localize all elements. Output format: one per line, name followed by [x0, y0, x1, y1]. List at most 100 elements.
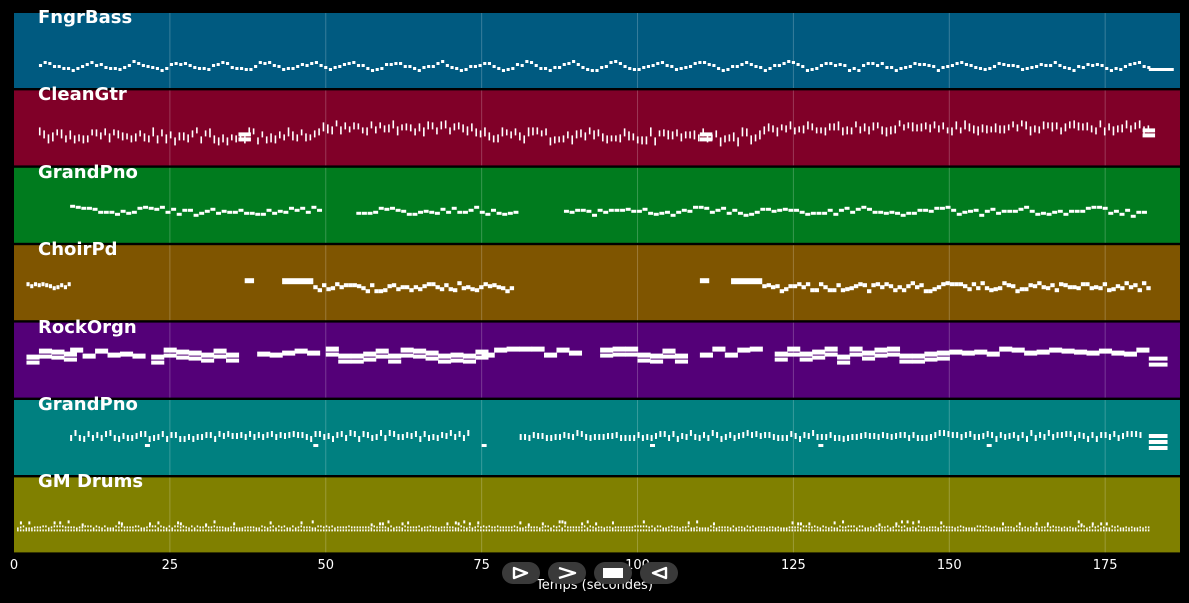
midi-note	[231, 433, 234, 439]
midi-note	[915, 529, 917, 532]
midi-note	[718, 526, 721, 529]
fast-forward-button[interactable]	[548, 562, 586, 584]
midi-note	[945, 526, 948, 529]
x-tick-label: 0	[9, 558, 19, 573]
midi-note	[612, 346, 626, 352]
midi-note	[488, 529, 491, 532]
midi-note	[479, 130, 482, 138]
midi-note	[642, 207, 648, 211]
midi-note	[967, 287, 972, 292]
midi-note	[595, 522, 598, 526]
midi-note	[825, 434, 828, 440]
midi-note	[1122, 527, 1125, 530]
midi-note	[875, 282, 881, 287]
midi-note	[727, 529, 729, 532]
midi-note	[1119, 68, 1123, 71]
midi-note	[707, 527, 709, 530]
midi-note	[849, 346, 863, 352]
midi-note	[746, 525, 749, 528]
midi-note	[589, 529, 592, 532]
midi-note	[792, 284, 798, 289]
midi-note	[140, 527, 143, 530]
midi-note	[213, 520, 216, 524]
midi-note	[1010, 526, 1012, 529]
midi-note	[221, 526, 224, 529]
midi-note	[923, 208, 929, 212]
rewind-button[interactable]	[640, 562, 678, 584]
midi-note	[361, 286, 366, 291]
midi-note	[650, 353, 664, 359]
midi-note	[199, 211, 205, 215]
midi-note	[257, 137, 259, 145]
midi-note	[131, 435, 134, 441]
midi-note	[923, 526, 925, 529]
midi-note	[76, 67, 80, 70]
midi-note	[889, 529, 892, 532]
midi-note	[670, 529, 673, 532]
midi-note	[934, 526, 937, 529]
midi-note	[179, 436, 182, 442]
midi-note	[255, 527, 258, 530]
midi-note	[1100, 529, 1102, 532]
midi-note	[555, 526, 558, 529]
midi-note	[353, 431, 356, 437]
midi-note	[431, 65, 435, 68]
midi-note	[990, 126, 993, 133]
midi-note	[108, 133, 111, 143]
midi-note	[650, 359, 664, 364]
midi-note	[533, 529, 535, 532]
midi-note	[440, 526, 443, 529]
midi-note	[193, 527, 196, 530]
midi-note	[847, 69, 852, 72]
midi-note	[313, 444, 319, 447]
midi-note	[221, 529, 224, 532]
midi-note	[336, 432, 339, 438]
midi-note	[808, 526, 810, 529]
midi-note	[715, 527, 718, 530]
midi-note	[895, 211, 901, 215]
midi-note	[805, 529, 808, 532]
midi-note	[26, 282, 30, 287]
midi-note	[791, 529, 794, 532]
midi-note	[260, 212, 266, 216]
midi-note	[614, 60, 618, 63]
midi-note	[742, 432, 745, 438]
midi-note	[441, 432, 444, 438]
midi-note	[393, 527, 395, 530]
midi-note	[474, 205, 480, 209]
midi-note	[123, 66, 127, 69]
midi-note	[109, 527, 112, 530]
midi-note	[291, 67, 295, 70]
midi-note	[428, 435, 431, 441]
midi-note	[438, 359, 452, 364]
midi-note	[117, 130, 120, 139]
midi-note	[247, 529, 249, 532]
midi-note	[959, 127, 962, 134]
midi-note	[275, 434, 278, 440]
midi-note	[943, 529, 945, 532]
midi-note	[623, 526, 625, 529]
midi-note	[673, 526, 676, 529]
midi-note	[931, 526, 934, 529]
midi-note	[488, 132, 491, 141]
midi-note	[611, 521, 614, 525]
midi-note	[216, 211, 222, 215]
midi-note	[1119, 527, 1122, 530]
midi-note	[590, 69, 594, 72]
midi-note	[73, 135, 76, 144]
midi-note	[154, 529, 157, 532]
midi-note	[76, 527, 78, 530]
play-button[interactable]	[502, 562, 540, 584]
midi-note	[165, 210, 171, 214]
midi-note	[378, 206, 384, 210]
midi-note	[224, 529, 227, 532]
midi-note	[294, 527, 297, 530]
midi-note	[558, 520, 561, 524]
midi-note	[920, 529, 923, 532]
midi-note	[425, 350, 439, 356]
stop-button[interactable]	[594, 562, 632, 584]
midi-note	[120, 525, 123, 528]
midi-note	[982, 529, 984, 532]
midi-note	[822, 525, 824, 528]
midi-note	[1125, 526, 1127, 529]
